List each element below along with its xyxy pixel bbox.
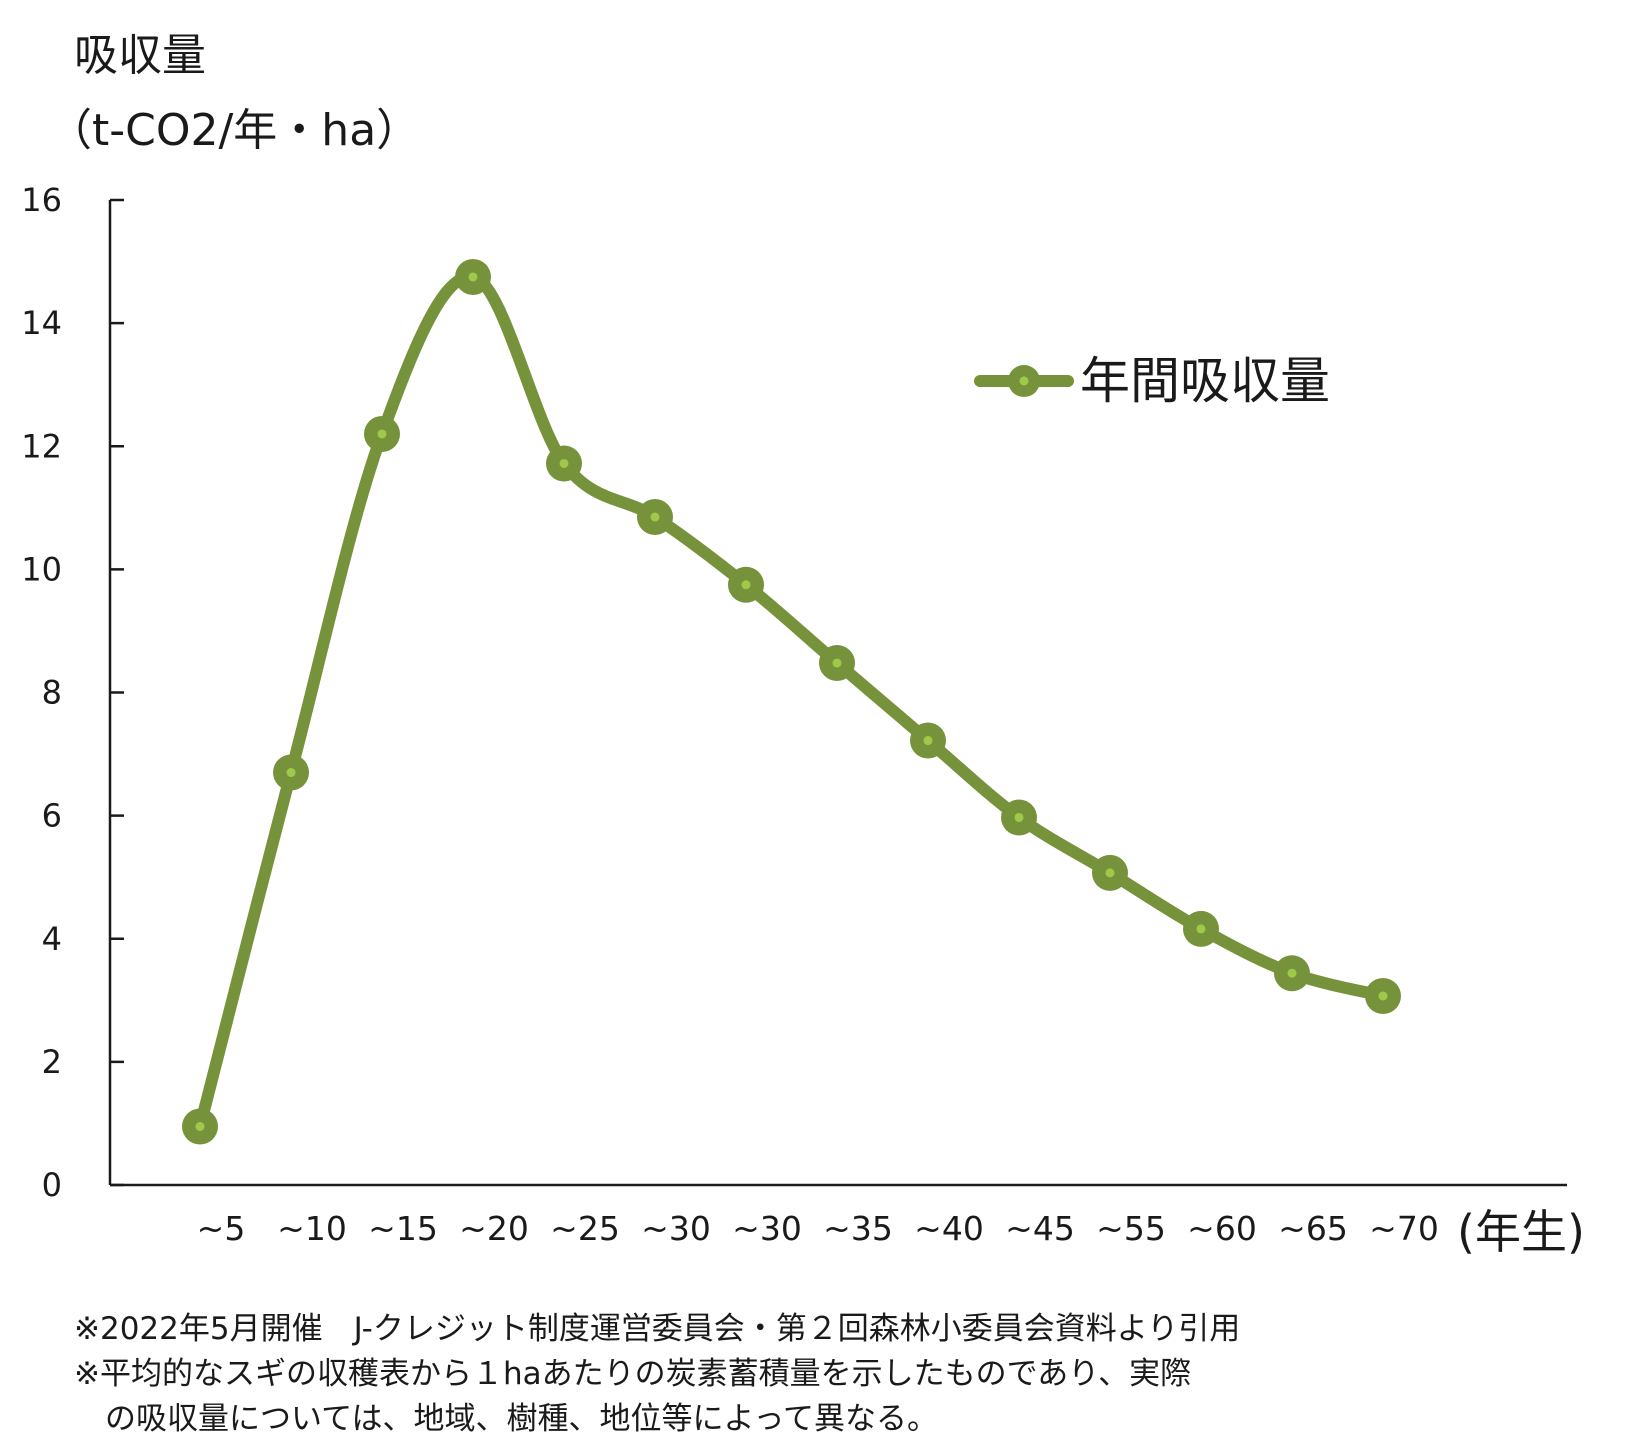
data-point-center [1014, 812, 1024, 822]
y-tick-label: 10 [21, 550, 62, 588]
y-tick-label: 4 [42, 920, 62, 958]
axes [108, 200, 1567, 1187]
y-tick-label: 12 [21, 427, 62, 465]
x-tick-label: ~55 [1096, 1209, 1166, 1248]
legend: 年間吸収量 [974, 352, 1330, 410]
y-tick-label: 2 [42, 1043, 62, 1081]
x-tick-label: ~25 [550, 1209, 620, 1248]
data-point-center [377, 429, 387, 439]
series-line-annual-absorption [194, 270, 1389, 1133]
data-point-center [468, 272, 478, 282]
x-axis-unit: (年生) [1457, 1205, 1585, 1259]
y-axis-title-line2: （t-CO2/年・ha） [48, 105, 420, 156]
x-tick-label: ~20 [459, 1209, 529, 1248]
source-note: ※2022年5月開催 J-クレジット制度運営委員会・第２回森林小委員会資料より引… [74, 1311, 1241, 1347]
data-point-center [741, 580, 751, 590]
x-tick-label: ~60 [1187, 1209, 1257, 1248]
x-ticks: ~5 ~10 ~15 ~20 ~25 ~30 ~30 ~35 ~40 ~45 ~55 ~60 ~65 ~7… [197, 1209, 1439, 1248]
x-tick-label: ~65 [1278, 1209, 1348, 1248]
x-tick-label: ~45 [1005, 1209, 1075, 1248]
series-points [182, 258, 1401, 1145]
data-point-center [832, 658, 842, 668]
legend-marker-center [1019, 376, 1029, 386]
data-point-center [286, 768, 296, 778]
x-tick-label: ~40 [914, 1209, 984, 1248]
x-tick-label: ~30 [732, 1209, 802, 1248]
x-tick-label: ~5 [197, 1209, 246, 1248]
x-tick-label: ~35 [823, 1209, 893, 1248]
data-point-center [559, 458, 569, 468]
data-point-center [650, 512, 660, 522]
x-tick-label: ~70 [1369, 1209, 1439, 1248]
y-axis-title-line1: 吸収量 [74, 30, 206, 81]
x-tick-label: ~10 [277, 1209, 347, 1248]
y-ticks: 0 2 4 6 8 10 12 14 16 [21, 181, 124, 1204]
data-point-center [1105, 868, 1115, 878]
x-tick-label: ~30 [641, 1209, 711, 1248]
data-point-center [1378, 991, 1388, 1001]
y-tick-label: 6 [42, 797, 62, 835]
y-tick-label: 14 [21, 304, 62, 342]
method-note-line1: ※平均的なスギの収穫表から１haあたりの炭素蓄積量を示したものであり、実際 [74, 1356, 1192, 1392]
data-point-center [923, 736, 933, 746]
y-tick-label: 0 [42, 1166, 62, 1204]
legend-label: 年間吸収量 [1080, 352, 1330, 410]
x-tick-label: ~15 [368, 1209, 438, 1248]
y-tick-label: 8 [42, 674, 62, 712]
data-point-center [195, 1122, 205, 1132]
y-tick-label: 16 [21, 181, 62, 219]
method-note-line2: の吸収量については、地域、樹種、地位等によって異なる。 [74, 1401, 938, 1437]
data-point-center [1287, 968, 1297, 978]
data-point-center [1196, 924, 1206, 934]
